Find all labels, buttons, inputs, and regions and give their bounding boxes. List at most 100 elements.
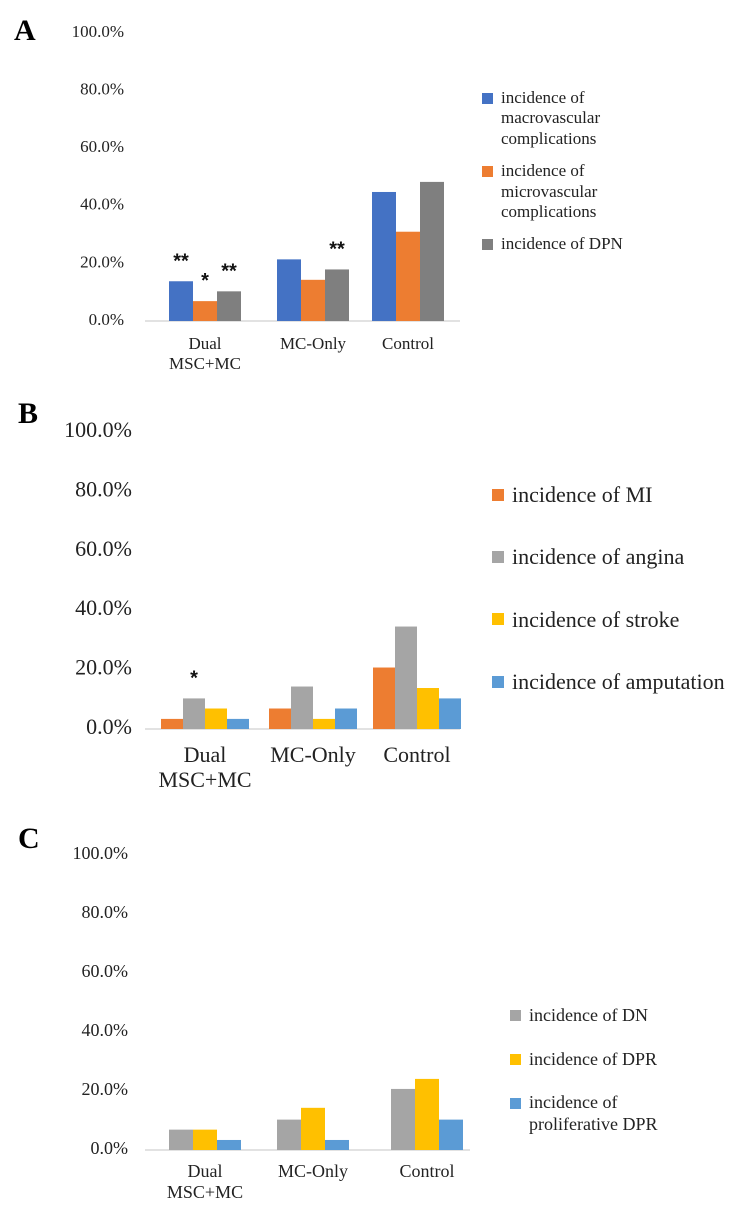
y-tick-label: 20.0% [82, 1079, 129, 1099]
legend-item: incidence of microvascular complications [482, 161, 652, 222]
bar [395, 626, 417, 729]
y-tick-label: 40.0% [80, 195, 124, 214]
legend-swatch [482, 93, 493, 105]
bar [313, 718, 335, 729]
legend-label: incidence of DPN [501, 234, 623, 254]
x-tick-label: MC-Only [277, 1161, 348, 1181]
legend-item: incidence of DPR [510, 1049, 710, 1071]
y-tick-label: 20.0% [80, 252, 124, 271]
bar [420, 181, 444, 321]
legend-label: incidence of microvascular complications [501, 161, 598, 221]
legend-label: incidence of MI [512, 482, 653, 507]
legend-label: incidence of amputation [512, 669, 725, 695]
bar [396, 231, 420, 321]
bar [439, 1119, 463, 1150]
bar [325, 1139, 349, 1150]
y-tick-label: 100.0% [64, 417, 132, 442]
significance-mark: * [190, 667, 198, 689]
bar [291, 686, 313, 729]
legend-item: incidence of stroke [492, 607, 732, 633]
bar [372, 191, 396, 321]
x-tick-label: Dual MSC+MC [166, 1161, 244, 1202]
y-tick-label: 80.0% [82, 902, 129, 922]
legend-swatch [510, 1053, 521, 1065]
x-tick-label: Control [382, 334, 434, 353]
legend-swatch [492, 488, 504, 501]
y-tick-label: 100.0% [72, 22, 124, 41]
significance-mark: ** [329, 238, 345, 260]
legend-item: incidence of DN [510, 1005, 710, 1027]
legend-swatch [492, 675, 504, 688]
bar [335, 708, 357, 729]
x-tick-label: MC-Only [279, 334, 347, 353]
bar [183, 698, 205, 729]
bar [373, 667, 395, 729]
bar [301, 279, 325, 321]
legend-swatch [482, 166, 493, 178]
y-tick-label: 40.0% [82, 1020, 129, 1040]
legend-item: incidence of MI [492, 482, 732, 508]
significance-mark: * [201, 270, 209, 292]
bar [217, 291, 241, 321]
bar [439, 698, 461, 729]
bar [193, 1129, 217, 1150]
legend: incidence of DN incidence of DPR incidence… [510, 1005, 710, 1135]
x-tick-label: Dual MSC+MC [169, 334, 241, 373]
y-tick-label: 80.0% [80, 80, 124, 99]
legend-item: incidence of angina [492, 544, 732, 570]
significance-mark: ** [173, 250, 189, 272]
legend-item: incidence of proliferative DPR [510, 1092, 710, 1135]
bar [269, 708, 291, 729]
significance-mark: ** [221, 260, 237, 282]
legend-label: incidence of macrovascular complications [501, 88, 601, 148]
x-tick-label: Dual MSC+MC [158, 742, 252, 793]
legend-label: incidence of DPR [529, 1048, 657, 1069]
panel-label: A [14, 14, 36, 47]
bar [391, 1088, 415, 1150]
bar [205, 708, 227, 729]
x-tick-label: Control [399, 1161, 455, 1181]
legend-label: incidence of proliferative DPR [529, 1092, 658, 1134]
legend-label: incidence of stroke [512, 606, 680, 632]
bar [415, 1078, 439, 1150]
y-tick-label: 20.0% [75, 655, 132, 680]
bar [217, 1139, 241, 1150]
y-tick-label: 0.0% [86, 714, 132, 739]
legend-label: incidence of DN [529, 1005, 648, 1025]
bar [161, 718, 183, 729]
legend-swatch [510, 1097, 521, 1109]
legend-label: incidence of angina [512, 544, 685, 570]
bar [277, 1119, 301, 1150]
panel-label: C [18, 822, 40, 855]
legend-swatch [492, 550, 504, 563]
legend-swatch [492, 613, 504, 626]
y-tick-label: 0.0% [91, 1138, 129, 1158]
legend-item: incidence of DPN [482, 234, 652, 254]
bar [301, 1107, 325, 1150]
y-tick-label: 80.0% [75, 476, 132, 501]
y-tick-label: 0.0% [89, 310, 124, 329]
y-tick-label: 40.0% [75, 595, 132, 620]
bar [417, 688, 439, 729]
bar [193, 301, 217, 321]
panel-label: B [18, 397, 39, 430]
legend-swatch [482, 239, 493, 251]
legend: incidence of macrovascular complications… [482, 88, 652, 255]
bar [169, 281, 193, 321]
legend-item: incidence of amputation [492, 669, 732, 695]
x-tick-label: Control [383, 742, 451, 767]
x-tick-label: MC-Only [270, 742, 356, 767]
legend: incidence of MI incidence of angina incide… [492, 482, 732, 696]
y-tick-label: 100.0% [73, 843, 129, 863]
y-tick-label: 60.0% [82, 961, 129, 981]
bar [277, 259, 301, 321]
y-tick-label: 60.0% [80, 137, 124, 156]
legend-item: incidence of macrovascular complications [482, 88, 652, 149]
bar [325, 269, 349, 321]
bar [169, 1129, 193, 1150]
y-tick-label: 60.0% [75, 536, 132, 561]
legend-swatch [510, 1010, 521, 1022]
bar [227, 718, 249, 729]
